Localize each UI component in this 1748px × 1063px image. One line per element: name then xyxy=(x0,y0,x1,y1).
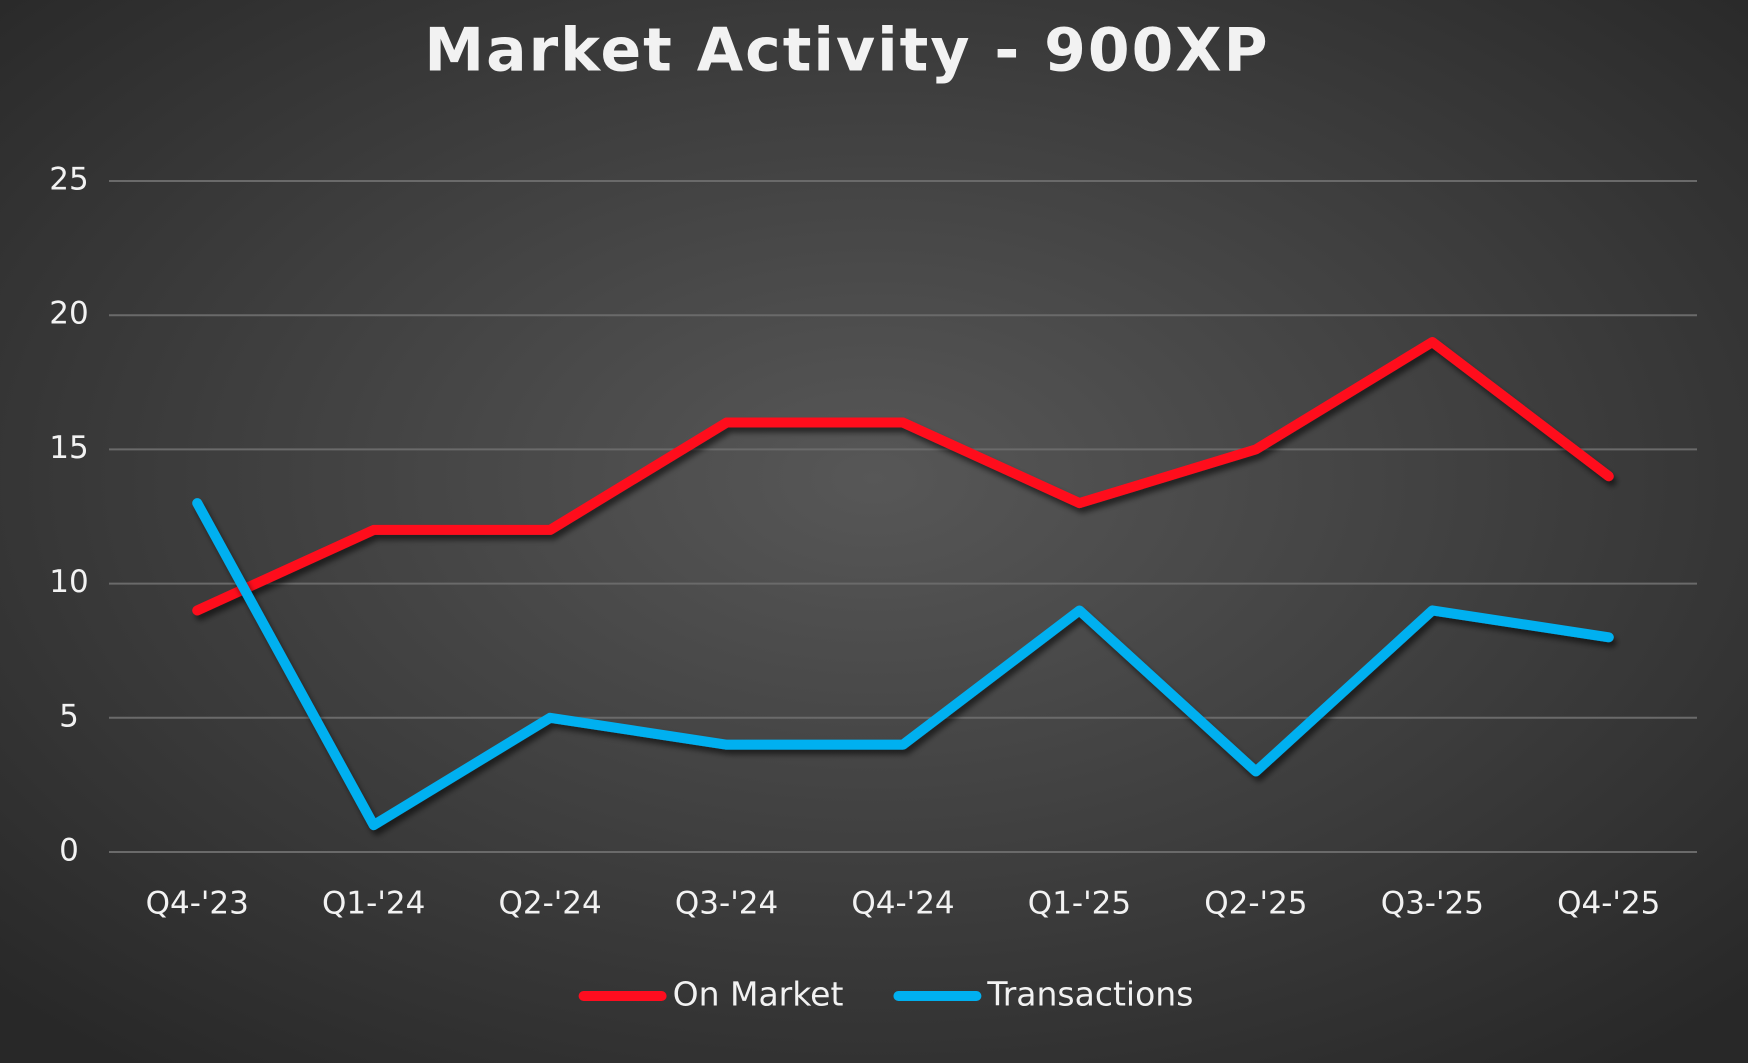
legend: On Market Transactions xyxy=(578,975,1193,1014)
y-tick-label: 20 xyxy=(49,296,88,332)
x-tick-label: Q2-'24 xyxy=(498,886,601,922)
legend-label: Transactions xyxy=(986,975,1193,1014)
x-tick-label: Q1-'25 xyxy=(1028,886,1131,922)
x-tick-label: Q3-'24 xyxy=(675,886,778,922)
x-tick-label: Q2-'25 xyxy=(1204,886,1307,922)
chart-title: Market Activity - 900XP xyxy=(424,16,1269,86)
x-tick-label: Q4-'23 xyxy=(146,886,249,922)
y-tick-label: 10 xyxy=(49,564,88,600)
legend-label: On Market xyxy=(673,975,844,1014)
x-tick-label: Q4-'25 xyxy=(1557,886,1660,922)
x-tick-label: Q1-'24 xyxy=(322,886,425,922)
data-line xyxy=(192,498,1614,831)
y-tick-label: 25 xyxy=(49,162,88,198)
x-tick-label: Q3-'25 xyxy=(1381,886,1484,922)
y-tick-label: 0 xyxy=(59,833,79,869)
x-tick-label: Q4-'24 xyxy=(851,886,954,922)
y-tick-label: 15 xyxy=(49,430,88,466)
data-line xyxy=(192,337,1614,616)
y-tick-label: 5 xyxy=(59,698,79,734)
